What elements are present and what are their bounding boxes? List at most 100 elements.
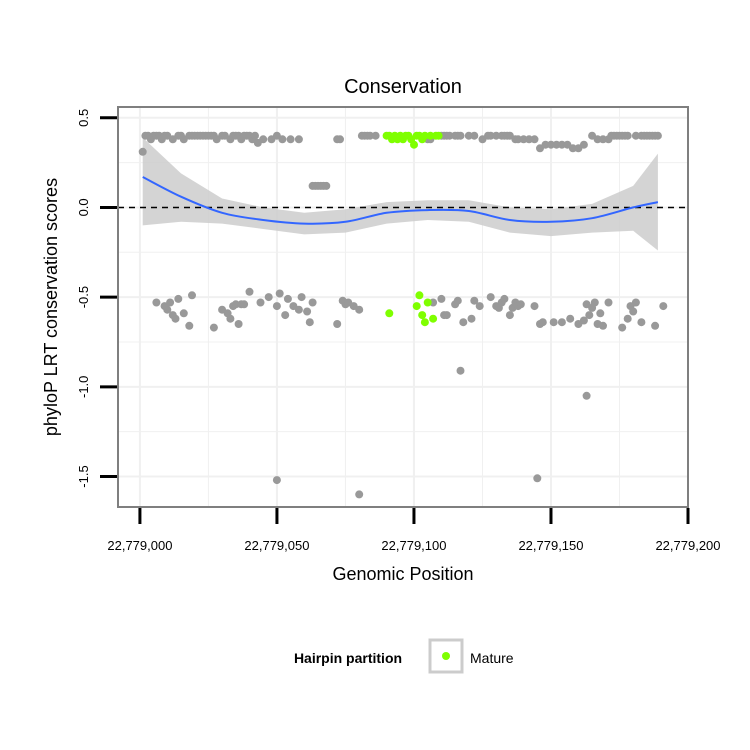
point-other	[245, 287, 254, 296]
y-axis-label: phyloP LRT conservation scores	[41, 178, 61, 436]
point-other	[623, 314, 632, 323]
point-other	[475, 302, 484, 311]
point-other	[234, 320, 243, 328]
point-other	[297, 293, 306, 302]
point-other	[618, 323, 627, 332]
point-other	[355, 490, 364, 499]
point-other	[138, 147, 147, 156]
point-other	[259, 135, 268, 144]
point-mature	[420, 318, 429, 327]
x-tick-label: 22,779,000	[107, 538, 172, 553]
point-other	[366, 131, 375, 140]
point-other	[579, 140, 588, 149]
point-other	[459, 318, 468, 327]
y-tick-label: 0.5	[76, 109, 91, 127]
point-other	[437, 294, 446, 303]
point-other	[470, 296, 479, 305]
point-other	[596, 309, 605, 318]
point-other	[371, 131, 380, 140]
x-tick-label: 22,779,150	[518, 538, 583, 553]
point-other	[333, 320, 342, 328]
point-other	[303, 307, 312, 316]
point-other	[486, 293, 495, 302]
point-other	[256, 298, 265, 307]
point-other	[659, 302, 668, 311]
x-tick-label: 22,779,100	[381, 538, 446, 553]
y-tick-label: -1.5	[76, 465, 91, 487]
point-mature	[423, 298, 432, 307]
point-other	[599, 321, 607, 330]
plot-frame	[117, 106, 689, 508]
point-other	[272, 302, 281, 311]
point-other	[464, 131, 473, 140]
smooth-line	[142, 176, 659, 225]
point-other	[486, 131, 495, 140]
point-other	[456, 131, 465, 140]
point-other	[355, 305, 364, 314]
point-other	[557, 140, 566, 149]
point-other	[171, 314, 180, 323]
point-other	[179, 309, 188, 318]
point-other	[456, 366, 465, 375]
point-other	[566, 314, 575, 323]
point-other	[547, 140, 555, 149]
point-other	[579, 316, 588, 325]
point-other	[308, 298, 317, 307]
point-other	[590, 298, 599, 307]
point-mature	[429, 314, 438, 323]
point-other	[519, 135, 528, 144]
point-other	[533, 474, 542, 483]
y-tick-label: -1.0	[76, 376, 91, 398]
point-other	[651, 321, 660, 330]
data-points	[138, 131, 668, 499]
point-other	[231, 300, 240, 309]
point-mature	[410, 140, 418, 149]
point-other	[505, 311, 514, 320]
point-other	[166, 298, 175, 307]
legend-label-mature: Mature	[470, 650, 514, 666]
point-mature	[434, 131, 443, 140]
legend-marker-mature	[442, 652, 450, 660]
point-other	[631, 298, 640, 307]
point-other	[185, 321, 194, 330]
point-other	[163, 305, 172, 314]
point-other	[653, 131, 662, 140]
point-other	[637, 318, 646, 327]
point-other	[585, 311, 594, 320]
point-mature	[412, 302, 421, 311]
point-other	[445, 131, 454, 140]
point-mature	[415, 291, 424, 300]
point-other	[272, 476, 281, 485]
point-other	[492, 131, 501, 140]
point-other	[251, 131, 259, 140]
point-other	[599, 135, 607, 144]
legend-title: Hairpin partition	[294, 650, 402, 666]
point-other	[209, 323, 218, 332]
point-other	[568, 144, 577, 153]
point-other	[453, 296, 462, 305]
point-mature	[418, 311, 427, 320]
point-other	[322, 181, 331, 190]
point-other	[240, 300, 249, 309]
point-other	[582, 391, 591, 400]
point-other	[604, 298, 613, 307]
x-axis-label: Genomic Position	[332, 564, 473, 584]
point-mature	[426, 131, 435, 140]
point-other	[623, 131, 632, 140]
point-other	[557, 318, 566, 327]
x-tick-label: 22,779,200	[655, 538, 720, 553]
point-other	[283, 294, 292, 303]
point-other	[336, 135, 344, 144]
point-other	[305, 318, 314, 327]
point-other	[530, 135, 539, 144]
point-other	[264, 293, 273, 302]
point-other	[541, 140, 550, 149]
point-mature	[420, 131, 429, 140]
point-other	[470, 131, 479, 140]
y-axis: 0.5 0.0 -0.5 -1.0 -1.5	[76, 109, 117, 488]
point-other	[278, 135, 287, 144]
point-other	[516, 300, 525, 309]
point-other	[629, 307, 638, 316]
point-other	[514, 135, 523, 144]
point-other	[275, 289, 284, 298]
